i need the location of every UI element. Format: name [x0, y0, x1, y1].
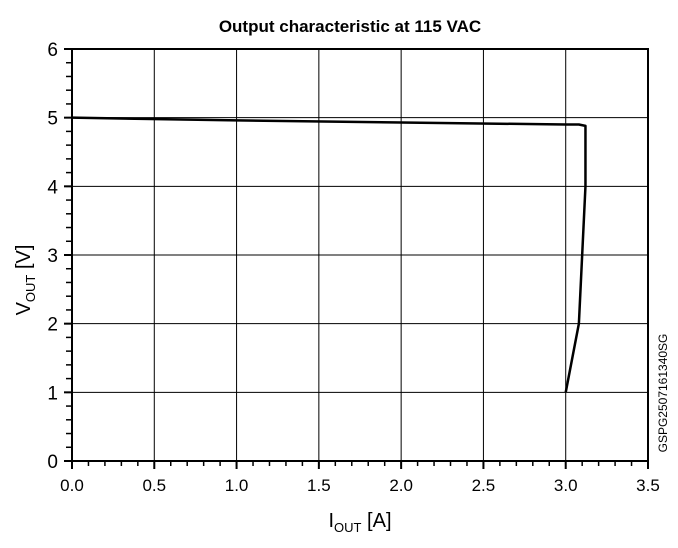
x-tick-label: 0.5 — [142, 476, 166, 495]
series-layer — [71, 116, 587, 393]
y-axis-label: VOUT [V] — [13, 245, 38, 316]
x-axis-label-main: I — [328, 510, 334, 532]
x-tick-label: 0.0 — [60, 476, 84, 495]
chart-title: Output characteristic at 115 VAC — [219, 17, 481, 36]
watermark-code: GSPG2507161340SG — [656, 334, 670, 453]
y-tick-label: 4 — [47, 177, 58, 198]
x-tick-label: 1.0 — [225, 476, 249, 495]
plot-frame — [71, 48, 649, 462]
x-tick-label: 2.0 — [389, 476, 413, 495]
x-tick-label: 2.5 — [472, 476, 496, 495]
x-tick-label: 3.5 — [636, 476, 660, 495]
axis-ticks — [64, 48, 649, 469]
y-tick-label: 3 — [47, 246, 58, 267]
series-line — [71, 116, 587, 393]
x-axis-label-unit: [A] — [362, 510, 392, 532]
y-axis-label-main: V — [13, 301, 35, 315]
y-tick-label: 6 — [47, 40, 58, 61]
y-tick-labels: 0 1 2 3 4 5 6 — [47, 40, 58, 473]
x-axis-label-sub: OUT — [334, 520, 362, 535]
x-tick-labels: 0.0 0.5 1.0 1.5 2.0 2.5 3.0 3.5 — [60, 476, 660, 495]
x-tick-label: 3.0 — [554, 476, 578, 495]
y-axis-label-unit: [V] — [13, 245, 35, 275]
y-tick-label: 1 — [47, 383, 58, 404]
y-tick-label: 0 — [47, 452, 58, 473]
x-axis-label: IOUT [A] — [328, 510, 391, 535]
x-tick-label: 1.5 — [307, 476, 331, 495]
y-tick-label: 2 — [47, 315, 58, 336]
y-tick-label: 5 — [47, 109, 58, 130]
y-axis-label-sub: OUT — [23, 275, 38, 303]
grid-lines — [71, 48, 649, 462]
